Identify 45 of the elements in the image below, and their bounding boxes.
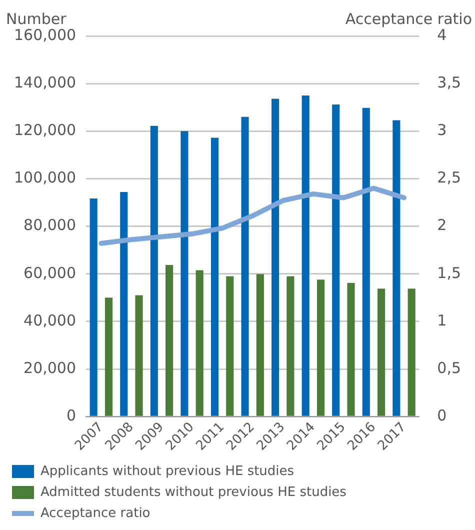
bar bbox=[196, 270, 204, 416]
bar bbox=[302, 95, 310, 416]
bar bbox=[347, 282, 355, 416]
y-tick-label: 80,000 bbox=[24, 216, 76, 234]
bar bbox=[120, 192, 128, 416]
y-tick-label: 100,000 bbox=[14, 168, 76, 187]
bar bbox=[166, 265, 174, 416]
bar bbox=[392, 120, 400, 416]
legend-label: Applicants without previous HE studies bbox=[40, 464, 294, 479]
bar bbox=[286, 276, 294, 416]
bar bbox=[135, 295, 143, 416]
y2-tick-label: 0 bbox=[437, 406, 447, 424]
y2-axis-title: Acceptance ratio bbox=[345, 10, 472, 28]
y2-tick-label: 3 bbox=[437, 121, 447, 140]
y2-tick-label: 0,5 bbox=[437, 358, 462, 377]
bar bbox=[241, 116, 249, 416]
bar bbox=[362, 108, 370, 416]
y2-tick-label: 1 bbox=[437, 311, 447, 330]
y-tick-label: 60,000 bbox=[24, 264, 76, 282]
bar bbox=[150, 126, 158, 416]
bar bbox=[226, 276, 234, 416]
y2-tick-label: 2 bbox=[437, 216, 447, 234]
bar bbox=[316, 280, 325, 416]
y2-tick-label: 3,5 bbox=[437, 73, 462, 92]
bar bbox=[256, 274, 264, 416]
bar bbox=[408, 288, 416, 416]
y-tick-label: 140,000 bbox=[14, 73, 76, 92]
bar bbox=[378, 288, 386, 416]
bar bbox=[272, 98, 280, 416]
y2-tick-label: 1,5 bbox=[437, 264, 462, 282]
y-tick-label: 120,000 bbox=[14, 121, 76, 140]
y2-tick-label: 2,5 bbox=[437, 168, 462, 187]
y-tick-label: 40,000 bbox=[24, 311, 76, 330]
bar bbox=[90, 198, 98, 416]
bar bbox=[332, 104, 340, 416]
legend-label: Acceptance ratio bbox=[40, 506, 150, 521]
y2-tick-label: 4 bbox=[437, 26, 447, 44]
legend-label: Admitted students without previous HE studies bbox=[40, 484, 347, 500]
y-tick-label: 160,000 bbox=[14, 26, 76, 44]
y-tick-label: 20,000 bbox=[24, 358, 76, 377]
bar bbox=[104, 298, 113, 416]
y-tick-label: 0 bbox=[66, 406, 76, 424]
bar bbox=[210, 138, 219, 416]
y-axis-title: Number bbox=[6, 10, 68, 28]
bar bbox=[180, 131, 188, 416]
